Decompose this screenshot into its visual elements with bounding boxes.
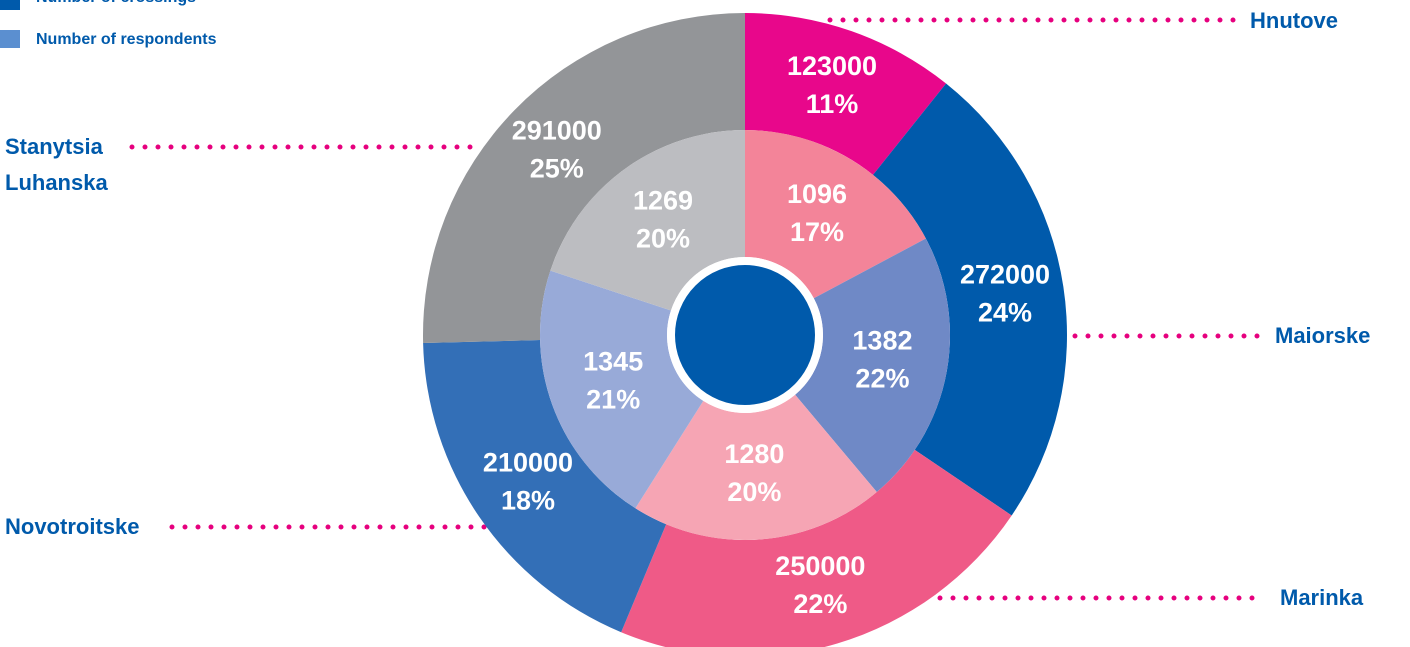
center-hole: [667, 257, 823, 413]
percent-label: 25%: [530, 153, 584, 183]
donut-slice: [423, 13, 745, 343]
donut-slice: [423, 340, 667, 633]
donut-slice: [795, 238, 951, 493]
category-label: Marinka: [1280, 585, 1364, 610]
percent-label: 21%: [586, 384, 640, 414]
percent-label: 24%: [978, 298, 1032, 328]
category-label: Stanytsia Luhanska: [5, 134, 108, 195]
value-label: 1280: [724, 439, 784, 469]
value-label: 210000: [483, 448, 573, 478]
value-label: 1382: [852, 326, 912, 356]
donut-slice: [873, 83, 1067, 516]
donut-slice: [745, 13, 947, 175]
percent-label: 18%: [501, 486, 555, 516]
category-label: Hnutove: [1250, 8, 1338, 33]
donut-slice: [635, 394, 877, 541]
legend-label: Number of respondents: [36, 31, 217, 48]
percent-label: 22%: [855, 364, 909, 394]
value-label: 123000: [787, 51, 877, 81]
donut-slice: [745, 130, 926, 299]
percent-label: 17%: [790, 217, 844, 247]
legend-swatch: [0, 30, 20, 48]
value-label: 250000: [775, 551, 865, 581]
percent-label: 22%: [793, 589, 847, 619]
legend-swatch: [0, 0, 20, 10]
legend-label: Number of crossings: [36, 0, 196, 6]
percent-label: 11%: [806, 89, 859, 119]
percent-label: 20%: [727, 477, 781, 507]
donut-slice: [621, 449, 1012, 647]
value-label: 272000: [960, 260, 1050, 290]
value-label: 1345: [583, 346, 643, 376]
donut-slice: [540, 270, 704, 509]
value-label: 1096: [787, 179, 847, 209]
value-label: 1269: [633, 186, 693, 216]
value-label: 291000: [512, 115, 602, 145]
category-label: Maiorske: [1275, 323, 1371, 348]
donut-slice: [550, 130, 745, 311]
percent-label: 20%: [636, 224, 690, 254]
category-label: Novotroitske: [5, 514, 140, 539]
